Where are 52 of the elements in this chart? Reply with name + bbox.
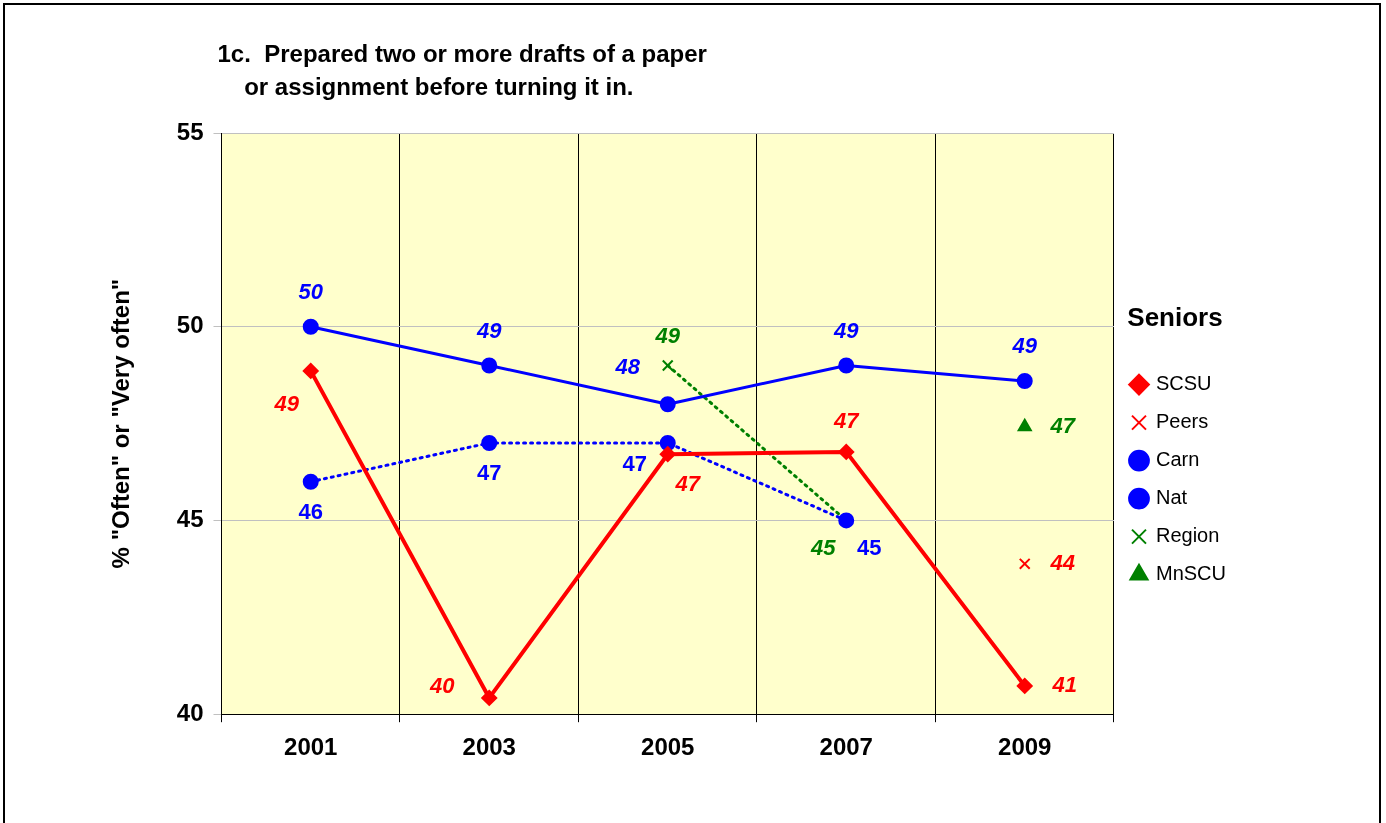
legend-title: Seniors — [1127, 301, 1223, 332]
y-tick-label: 50 — [176, 311, 204, 339]
point — [659, 396, 676, 413]
y-tick-label: 45 — [176, 505, 204, 533]
data-label: 49 — [1011, 333, 1038, 359]
x-tick-label: 2005 — [641, 733, 695, 761]
y-tick-label: 55 — [176, 117, 204, 145]
data-label: 47 — [622, 451, 647, 477]
data-label: 49 — [833, 317, 860, 343]
point — [1017, 418, 1032, 432]
legend-label: Carn — [1155, 448, 1200, 471]
legend-label: MnSCU — [1155, 562, 1227, 585]
point — [659, 434, 676, 451]
data-label: 48 — [614, 354, 641, 380]
data-label: 46 — [298, 498, 323, 524]
point — [481, 689, 498, 706]
point — [481, 434, 498, 451]
legend-label: Nat — [1155, 486, 1188, 509]
point — [481, 357, 498, 374]
x-tick-label: 2009 — [998, 733, 1052, 761]
data-label: 47 — [674, 471, 702, 497]
data-label: 47 — [477, 460, 502, 486]
data-label: 47 — [1049, 412, 1077, 438]
data-label: 45 — [857, 534, 882, 560]
point — [1016, 372, 1033, 389]
x-tick-label: 2001 — [284, 733, 338, 761]
data-label: 49 — [654, 322, 681, 348]
data-label: 41 — [1051, 671, 1077, 697]
data-label: 49 — [476, 317, 503, 343]
point — [302, 473, 319, 490]
x-tick-label: 2007 — [819, 733, 873, 761]
legend-label: Peers — [1155, 410, 1209, 433]
data-label: 47 — [833, 407, 861, 433]
data-label: 49 — [273, 390, 300, 416]
point — [1018, 557, 1031, 570]
point — [302, 318, 319, 335]
legend-label: SCSU — [1155, 372, 1212, 395]
y-tick-label: 40 — [176, 698, 204, 726]
point — [659, 446, 676, 463]
data-label: 40 — [429, 672, 456, 698]
point — [838, 443, 855, 460]
point — [302, 362, 319, 379]
legend-label: Region — [1155, 524, 1220, 547]
point — [838, 357, 855, 374]
point — [661, 359, 674, 372]
data-label: 50 — [298, 278, 324, 304]
y-axis-title: % "Often" or "Very often" — [107, 278, 135, 569]
point — [1016, 677, 1033, 694]
data-label: 45 — [810, 534, 837, 560]
data-label: 44 — [1049, 549, 1075, 575]
chart-title: 1c. Prepared two or more drafts of a paper or assignment before turning it in. — [217, 40, 707, 100]
x-tick-label: 2003 — [462, 733, 516, 761]
